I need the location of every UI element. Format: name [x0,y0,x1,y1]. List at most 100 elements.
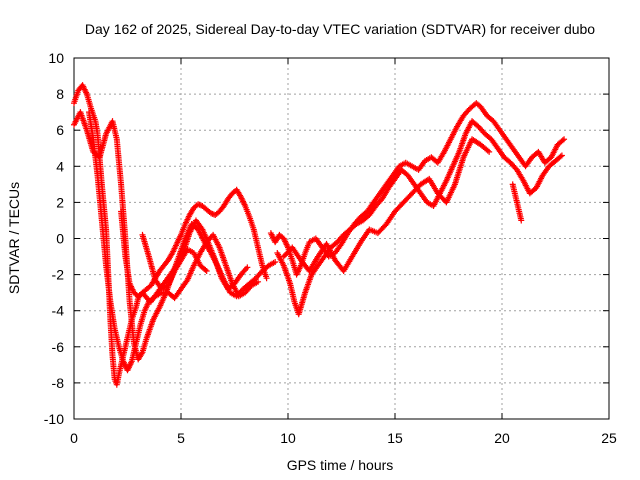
data-point [85,109,96,141]
data-point [141,300,152,314]
data-point [357,209,369,220]
data-point [190,202,200,211]
data-point [516,208,524,222]
data-point [289,244,303,262]
data-point [79,82,90,96]
data-point [210,231,222,249]
data-point [548,143,560,161]
data-point [402,159,414,169]
data-point [456,132,469,155]
data-point [158,283,170,293]
data-point [216,204,226,215]
data-point [518,217,525,224]
data-point [246,276,258,287]
data-point [441,137,453,155]
y-tick-label: -4 [52,303,65,319]
data-point [541,155,553,166]
data-point [235,290,247,300]
data-point [481,130,494,142]
data-point [263,275,270,282]
data-point [454,114,466,130]
data-point [377,182,389,197]
data-point [184,246,196,256]
data-point [484,112,496,124]
data-point [126,280,137,295]
data-point [460,106,472,119]
data-point [513,199,522,213]
data-point [503,136,515,150]
y-tick-label: -8 [52,375,65,391]
data-point [451,155,466,188]
data-point [103,262,114,303]
data-point [340,227,352,238]
series-trace-3 [85,109,262,374]
data-point [242,203,252,219]
data-point [539,164,552,179]
data-point [237,193,248,208]
data-point [90,136,101,177]
y-tick-label: 10 [48,50,64,66]
data-point [139,289,149,300]
series-trace-5 [139,231,210,293]
data-point [396,160,408,170]
y-tick-label: -6 [52,339,65,355]
series-trace-6 [267,100,568,278]
data-point [133,323,143,347]
data-point [522,155,534,170]
data-point [447,125,460,143]
data-point [404,172,417,186]
data-point [511,190,520,204]
y-tick-label: 4 [56,158,64,174]
data-point [561,136,568,143]
data-point [150,305,162,323]
data-point [426,175,440,195]
data-point [558,152,565,159]
series-trace-8 [280,136,493,274]
data-point [295,291,308,318]
data-point [225,191,235,202]
axis-ticks: -10 -8 -6 -4 -2 0 2 4 6 8 10 0 5 10 15 20 25 [44,50,617,446]
data-point [385,177,397,191]
data-point [443,182,458,206]
y-tick-label: 8 [56,86,64,102]
data-point [178,222,188,238]
data-point [139,336,150,356]
data-point [203,206,213,216]
x-tick-label: 10 [280,430,296,446]
data-point [197,262,209,273]
y-tick-label: -10 [44,411,64,427]
x-tick-label: 25 [601,430,617,446]
data-point [77,109,90,132]
data-point [135,290,145,300]
data-point [118,208,129,258]
data-point [507,159,519,172]
y-tick-label: 6 [56,122,64,138]
data-point [374,222,389,237]
data-point [182,213,192,228]
data-point [252,269,265,282]
data-point [248,279,260,289]
data-point [475,123,487,136]
data-point [246,213,257,231]
data-point [111,325,122,348]
data-point [130,289,140,299]
data-point [98,217,109,267]
data-point [148,291,160,305]
data-point [113,136,124,186]
data-point [400,191,414,206]
data-point [109,352,118,381]
data-point [383,173,395,188]
data-point [370,191,382,206]
data-point [364,200,376,215]
data-point [347,222,359,233]
data-point [392,200,406,215]
data-point [242,283,254,296]
chart-title: Day 162 of 2025, Sidereal Day-to-day VTE… [85,21,595,37]
data-point [280,235,291,250]
data-point [126,298,137,345]
y-tick-label: -2 [52,267,65,283]
data-point [349,240,363,260]
data-point [96,132,109,161]
data-point [139,231,152,258]
